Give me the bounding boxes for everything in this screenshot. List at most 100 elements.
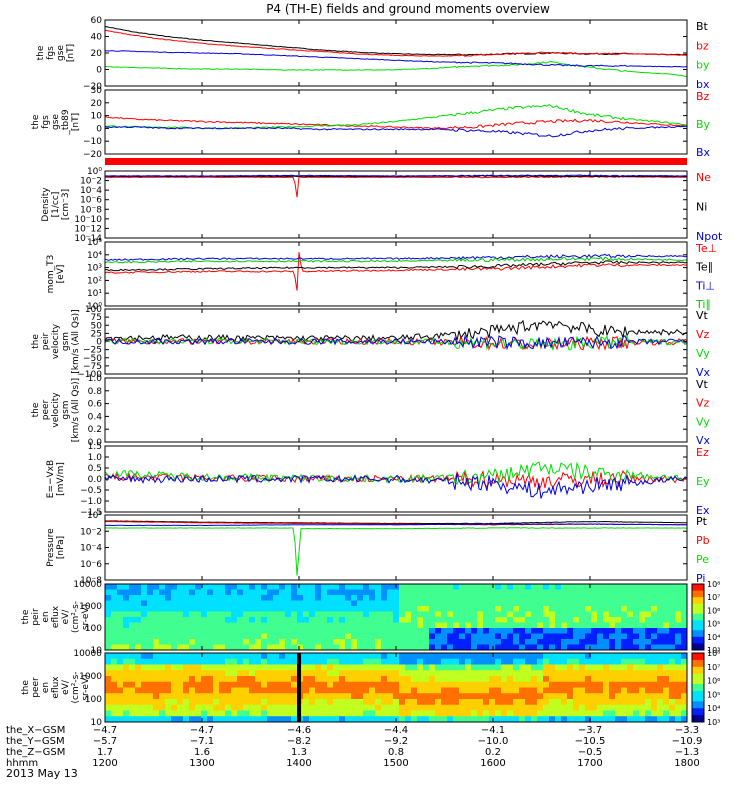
- spectrogram-cell: [123, 704, 130, 711]
- spectrogram-cell: [495, 644, 502, 651]
- spectrogram-cell: [183, 664, 190, 671]
- spectrogram-cell: [417, 658, 424, 665]
- spectrogram-cell: [285, 681, 292, 688]
- spectrogram-cell: [207, 716, 214, 723]
- spectrogram-cell: [123, 681, 130, 688]
- spectrogram-cell: [195, 611, 202, 618]
- spectrogram-cell: [159, 699, 166, 706]
- series-By: [104, 104, 688, 130]
- spectrogram-cell: [675, 676, 682, 683]
- spectrogram-cell: [531, 658, 538, 665]
- spectrogram-cell: [387, 595, 394, 601]
- spectrogram-cell: [453, 622, 460, 629]
- spectrogram-cell: [225, 633, 232, 640]
- spectrogram-cell: [153, 595, 160, 601]
- spectrogram-cell: [663, 699, 670, 706]
- spectrogram-cell: [303, 600, 310, 607]
- spectrogram-cell: [507, 600, 514, 607]
- spectrogram-cell: [303, 584, 310, 590]
- spectrogram-cell: [609, 600, 616, 607]
- spectrogram-cell: [111, 584, 118, 590]
- spectrogram-cell: [267, 644, 274, 651]
- colorbar-cell: [692, 666, 704, 671]
- spectrogram-cell: [249, 589, 256, 596]
- spectrogram-cell: [273, 676, 280, 683]
- spectrogram-cell: [627, 633, 634, 640]
- spectrogram-cell: [381, 704, 388, 711]
- spectrogram-cell: [369, 617, 376, 623]
- spectrogram-cell: [543, 628, 550, 634]
- spectrogram-cell: [573, 589, 580, 596]
- spectrogram-cell: [639, 676, 646, 683]
- spectrogram-cell: [153, 710, 160, 717]
- spectrogram-cell: [525, 622, 532, 629]
- spectrogram-cell: [453, 589, 460, 596]
- spectrogram-cell: [495, 639, 502, 645]
- spectrogram-cell: [669, 716, 676, 723]
- spectrogram-cell: [261, 606, 268, 612]
- spectrogram-cell: [153, 670, 160, 677]
- spectrogram-cell: [219, 676, 226, 683]
- spectrogram-cell: [111, 644, 118, 651]
- spectrogram-cell: [453, 644, 460, 651]
- x-tick-label: −1.3: [675, 747, 699, 758]
- data-gap-line: [297, 653, 302, 722]
- spectrogram-cell: [525, 676, 532, 683]
- colorbar-cell: [692, 584, 704, 588]
- spectrogram-cell: [303, 676, 310, 683]
- spectrogram-cell: [267, 710, 274, 717]
- spectrogram-cell: [657, 658, 664, 665]
- spectrogram-cell: [681, 606, 688, 612]
- spectrogram-cell: [195, 687, 202, 694]
- spectrogram-cell: [471, 584, 478, 590]
- spectrogram-cell: [201, 704, 208, 711]
- colorbar-tick-label: 10⁶: [707, 606, 720, 615]
- spectrogram-cell: [405, 653, 412, 660]
- spectrogram-cell: [447, 676, 454, 683]
- spectrogram-cell: [429, 681, 436, 688]
- spectrogram-cell: [477, 600, 484, 607]
- spectrogram-cell: [249, 633, 256, 640]
- spectrogram-cell: [477, 606, 484, 612]
- spectrogram-cell: [627, 595, 634, 601]
- spectrogram-cell: [315, 664, 322, 671]
- spectrogram-cell: [183, 606, 190, 612]
- spectrogram-cell: [315, 710, 322, 717]
- spectrogram-cell: [615, 584, 622, 590]
- spectrogram-cell: [531, 611, 538, 618]
- spectrogram-cell: [189, 664, 196, 671]
- spectrogram-cell: [585, 687, 592, 694]
- spectrogram-cell: [549, 595, 556, 601]
- spectrogram-cell: [621, 699, 628, 706]
- spectrogram-cell: [165, 664, 172, 671]
- spectrogram-cell: [201, 693, 208, 700]
- spectrogram-cell: [657, 681, 664, 688]
- spectrogram-cell: [207, 584, 214, 590]
- spectrogram-cell: [429, 699, 436, 706]
- spectrogram-cell: [549, 584, 556, 590]
- spectrogram-cell: [123, 676, 130, 683]
- spectrogram-cell: [417, 628, 424, 634]
- spectrogram-cell: [213, 589, 220, 596]
- spectrogram-cell: [639, 687, 646, 694]
- spectrogram-cell: [225, 584, 232, 590]
- spectrogram-cell: [315, 617, 322, 623]
- spectrogram-cell: [423, 670, 430, 677]
- spectrogram-cell: [315, 633, 322, 640]
- spectrogram-cell: [111, 710, 118, 717]
- spectrogram-cell: [303, 664, 310, 671]
- spectrogram-cell: [573, 644, 580, 651]
- spectrogram-cell: [615, 653, 622, 660]
- spectrogram-cell: [321, 716, 328, 723]
- spectrogram-cell: [663, 704, 670, 711]
- spectrogram-cell: [429, 584, 436, 590]
- spectrogram-cell: [483, 600, 490, 607]
- y-tick-label: 1000: [79, 672, 102, 682]
- spectrogram-cell: [261, 617, 268, 623]
- spectrogram-cell: [135, 664, 142, 671]
- x-tick-label: −4.7: [93, 725, 117, 736]
- spectrogram-cell: [273, 600, 280, 607]
- spectrogram-cell: [267, 687, 274, 694]
- spectrogram-cell: [681, 600, 688, 607]
